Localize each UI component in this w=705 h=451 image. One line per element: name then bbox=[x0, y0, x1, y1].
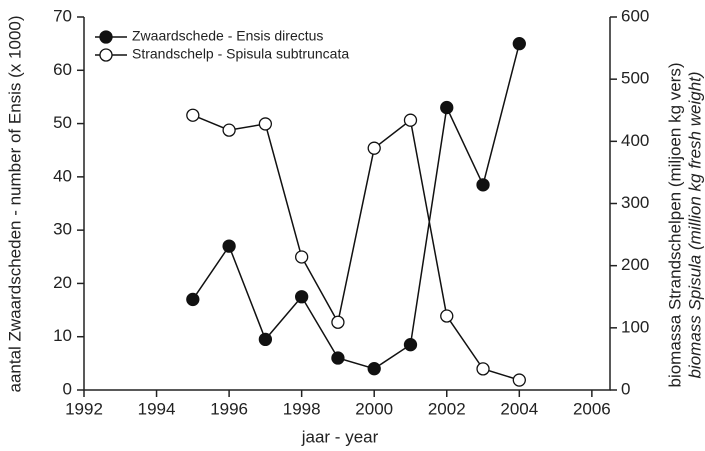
y-tick-label: 30 bbox=[53, 220, 72, 239]
x-axis-label: jaar - year bbox=[301, 427, 379, 446]
y-tick-label: 70 bbox=[53, 6, 72, 25]
data-point bbox=[222, 123, 236, 137]
legend-label: Strandschelp - Spisula subtruncata bbox=[132, 46, 349, 62]
y2-tick-label: 0 bbox=[621, 379, 630, 398]
y2-tick-label: 600 bbox=[621, 6, 649, 25]
series-line bbox=[192, 114, 520, 381]
legend-marker bbox=[99, 48, 113, 62]
data-point bbox=[476, 362, 490, 376]
data-point bbox=[476, 178, 490, 192]
y2-tick-label: 400 bbox=[621, 131, 649, 150]
y-tick-label: 60 bbox=[53, 60, 72, 79]
series-line bbox=[192, 43, 521, 370]
y2-axis-label: biomass Spisula (million kg fresh weight… bbox=[685, 71, 704, 378]
y-tick-label: 20 bbox=[53, 273, 72, 292]
data-point bbox=[403, 113, 418, 127]
data-point bbox=[367, 141, 381, 155]
data-point bbox=[258, 117, 273, 131]
y-tick-label: 0 bbox=[63, 379, 72, 398]
y-tick-label: 50 bbox=[53, 113, 72, 132]
x-tick-label: 2000 bbox=[355, 399, 393, 418]
x-tick-label: 2004 bbox=[500, 399, 538, 418]
data-point bbox=[186, 292, 200, 307]
data-point bbox=[186, 108, 200, 122]
y2-tick-label: 100 bbox=[621, 317, 649, 336]
data-point bbox=[295, 250, 309, 264]
x-tick-label: 2002 bbox=[428, 399, 466, 418]
data-point bbox=[295, 290, 309, 304]
legend-label: Zwaardschede - Ensis directus bbox=[132, 28, 323, 44]
y2-axis-label: biomassa Strandschelpen (miljoen kg vers… bbox=[665, 62, 684, 387]
y-tick-label: 10 bbox=[53, 326, 72, 345]
data-point bbox=[403, 338, 418, 352]
data-point bbox=[367, 362, 381, 376]
x-tick-label: 1996 bbox=[210, 399, 248, 418]
x-tick-label: 2006 bbox=[573, 399, 611, 418]
y2-tick-label: 500 bbox=[621, 69, 649, 88]
data-point bbox=[331, 315, 345, 329]
data-point bbox=[512, 373, 526, 387]
data-point bbox=[440, 309, 454, 323]
axis-frame bbox=[83, 17, 611, 391]
y-axis-label: aantal Zwaardscheden - number of Ensis (… bbox=[5, 15, 24, 392]
legend-marker bbox=[99, 30, 113, 44]
data-point bbox=[440, 100, 454, 115]
data-point bbox=[222, 239, 236, 253]
x-tick-label: 1994 bbox=[138, 399, 176, 418]
y2-tick-label: 300 bbox=[621, 193, 649, 212]
y-tick-label: 40 bbox=[53, 166, 72, 185]
x-tick-label: 1992 bbox=[65, 399, 103, 418]
data-point bbox=[331, 351, 345, 365]
data-point bbox=[512, 36, 526, 51]
y2-tick-label: 200 bbox=[621, 255, 649, 274]
data-point bbox=[258, 332, 273, 347]
x-tick-label: 1998 bbox=[283, 399, 321, 418]
